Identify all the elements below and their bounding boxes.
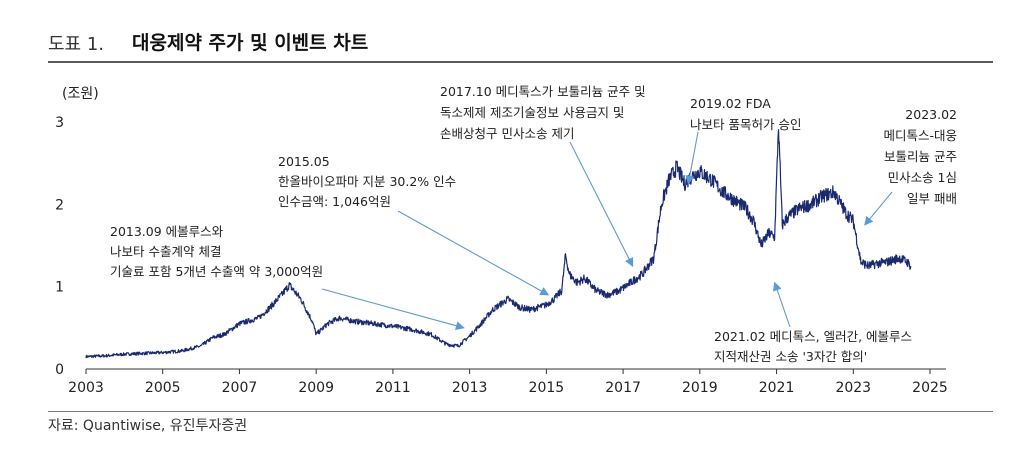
annotation-text: 일부 패배 (907, 191, 957, 206)
x-tick-label: 2023 (835, 380, 871, 396)
y-tick-label: 2 (55, 197, 64, 213)
x-tick-label: 2021 (759, 380, 795, 396)
annotation-text: 2019.02 FDA (690, 96, 771, 111)
x-tick-label: 2017 (605, 380, 641, 396)
annotation-text: 보툴리늄 균주 (884, 149, 957, 164)
y-tick-label: 3 (55, 115, 64, 131)
figure-header: 도표 1. 대웅제약 주가 및 이벤트 차트 (48, 26, 993, 60)
annotation-text: 메디톡스-대웅 (883, 128, 957, 143)
annotation-text: 민사소송 1심 (888, 170, 957, 185)
annotation-text: 지적재산권 소송 '3자간 합의' (714, 349, 867, 364)
annotation-4: 2019.02 FDA 나보타 품목허가 승인 (685, 96, 801, 185)
x-tick-label: 2003 (68, 380, 104, 396)
bottom-rule (48, 411, 993, 412)
x-tick-label: 2007 (222, 380, 258, 396)
figure-title: 대웅제약 주가 및 이벤트 차트 (132, 32, 369, 54)
x-tick-label: 2015 (529, 380, 565, 396)
annotation-text: 기술료 포함 5개년 수출액 약 3,000억원 (110, 264, 323, 279)
x-tick-label: 2025 (912, 380, 948, 396)
annotation-text: 2021.02 메디톡스, 엘러간, 에볼루스 (714, 329, 912, 344)
annotation-text: 나보타 수출계약 체결 (110, 244, 221, 259)
annotation-arrow (569, 141, 634, 267)
source-note: 자료: Quantiwise, 유진투자증권 (48, 418, 248, 434)
annotation-text: 독소제제 제조기술정보 사용금지 및 (440, 105, 624, 120)
annotation-text: 한올바이오파마 지분 30.2% 인수 (278, 174, 456, 189)
annotation-text: 2023.02 (905, 107, 957, 122)
x-axis-ticks: 2003 2005 2007 2009 2011 2013 2015 2017 2019 2021… (68, 369, 948, 396)
annotation-arrow (321, 288, 465, 331)
x-tick-label: 2011 (375, 380, 411, 396)
series-layer (85, 129, 912, 359)
annotation-text: 2013.09 에볼루스와 (110, 224, 224, 239)
x-tick-label: 2009 (298, 380, 334, 396)
annotation-arrow (685, 131, 699, 185)
annotation-arrow (772, 281, 791, 328)
x-tick-label: 2013 (452, 380, 488, 396)
y-axis-ticks: 0 1 2 3 (55, 115, 64, 378)
x-tick-label: 2005 (145, 380, 181, 396)
annotation-text: 2017.10 메디톡스가 보툴리늄 균주 및 (440, 84, 646, 99)
annotation-text: 인수금액: 1,046억원 (278, 194, 391, 209)
annotation-text: 2015.05 (278, 154, 330, 169)
figure-number: 도표 1. (48, 34, 105, 55)
y-tick-label: 0 (55, 362, 64, 378)
stock-price-line (85, 129, 912, 359)
annotation-text: 손배상청구 민사소송 제기 (440, 126, 574, 141)
y-axis-unit-label: (조원) (62, 86, 99, 102)
annotation-text: 나보타 품목허가 승인 (690, 117, 801, 132)
annotation-arrow (397, 210, 550, 296)
y-tick-label: 1 (55, 280, 64, 296)
annotation-arrow (864, 191, 893, 226)
top-rule (48, 61, 993, 63)
x-tick-label: 2019 (682, 380, 718, 396)
